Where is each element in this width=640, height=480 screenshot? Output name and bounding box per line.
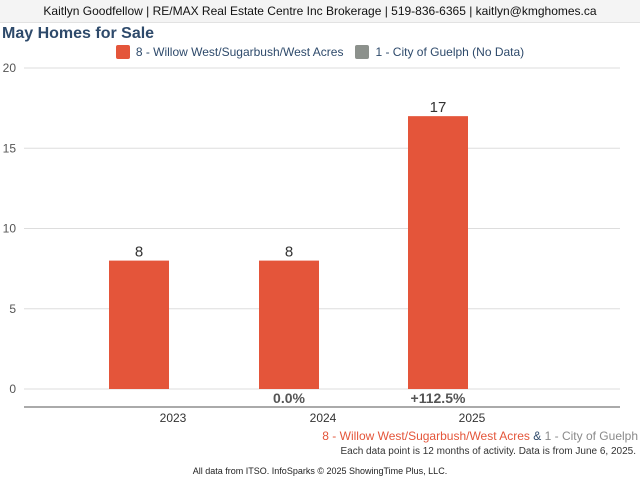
data-note: Each data point is 12 months of activity…	[340, 446, 636, 457]
y-tick-label-15: 15	[3, 141, 17, 155]
bar-chart: 0 5 10 15 20 2023 8 2024 8 0.0% 2025 17 +112.5%	[3, 61, 620, 425]
footer-legend-series-1: 8 - Willow West/Sugarbush/West Acres	[322, 429, 530, 443]
bar-2025	[408, 116, 468, 390]
legend-swatch-series-2	[355, 45, 370, 59]
y-tick-label-10: 10	[3, 222, 17, 236]
legend-label-series-2: 1 - City of Guelph (No Data)	[375, 45, 525, 59]
legend-item-series-1[interactable]: 8 - Willow West/Sugarbush/West Acres	[115, 45, 344, 59]
footer-legend: 8 - Willow West/Sugarbush/West Acres & 1…	[322, 429, 638, 443]
legend-label-series-1: 8 - Willow West/Sugarbush/West Acres	[135, 45, 344, 59]
x-tick-label-2023: 2023	[160, 411, 187, 425]
credits: All data from ITSO. InfoSparks © 2025 Sh…	[192, 466, 448, 476]
data-label-2024: 8	[285, 244, 293, 261]
change-label-2024: 0.0%	[273, 390, 305, 406]
data-label-2025: 17	[430, 99, 447, 116]
contact-banner: Kaitlyn Goodfellow | RE/MAX Real Estate …	[0, 0, 640, 23]
contact-banner-text: Kaitlyn Goodfellow | RE/MAX Real Estate …	[43, 4, 597, 18]
change-label-2025: +112.5%	[411, 390, 466, 406]
bar-2024	[259, 260, 319, 389]
legend-item-series-2[interactable]: 1 - City of Guelph (No Data)	[355, 45, 524, 59]
x-tick-label-2024: 2024	[310, 411, 337, 425]
x-tick-label-2025: 2025	[459, 411, 486, 425]
legend-swatch-series-1	[115, 45, 130, 59]
chart-title: May Homes for Sale	[2, 25, 155, 42]
footer-legend-amp: &	[533, 429, 542, 443]
bar-2023	[109, 260, 169, 389]
footer-legend-series-2: 1 - City of Guelph	[544, 429, 638, 443]
y-tick-label-20: 20	[3, 61, 17, 75]
data-label-2023: 8	[135, 244, 143, 261]
chart-legend: 8 - Willow West/Sugarbush/West Acres 1 -…	[0, 45, 640, 59]
y-tick-label-0: 0	[9, 382, 16, 396]
y-tick-label-5: 5	[9, 302, 16, 316]
